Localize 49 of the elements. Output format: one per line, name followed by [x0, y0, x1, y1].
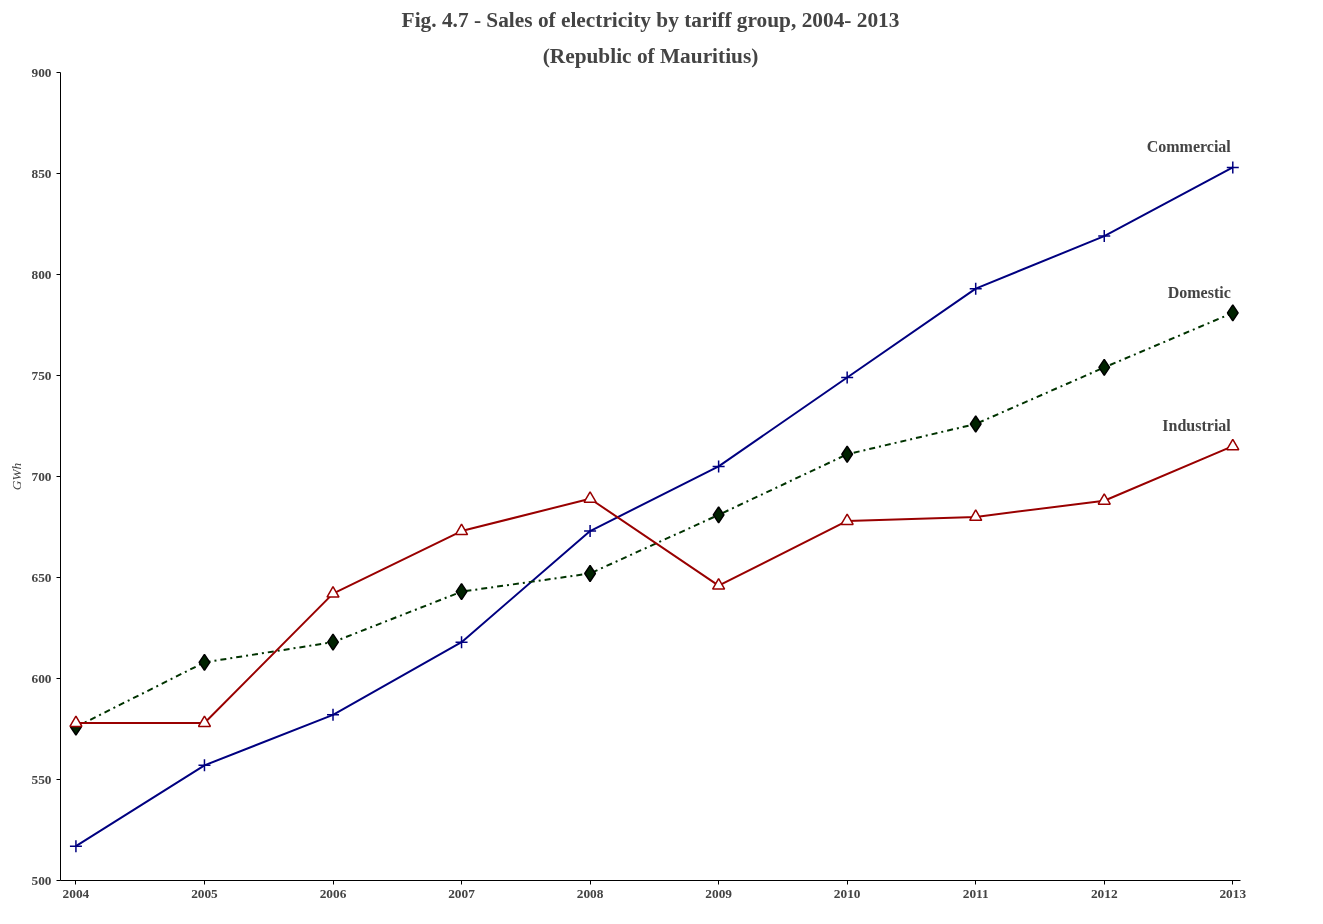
point: [1097, 493, 1111, 505]
x-tick-label: 2013: [1219, 885, 1247, 901]
y-tick-label: 700: [31, 468, 52, 484]
point: [454, 635, 469, 649]
point: [711, 577, 726, 590]
point: [69, 839, 83, 853]
x-tick-label: 2010: [833, 885, 861, 901]
point: [840, 370, 854, 385]
x-tick-label: 2007: [448, 885, 476, 901]
series-label: Domestic: [1167, 283, 1231, 301]
point: [197, 715, 212, 728]
y-tick-label: 650: [31, 569, 52, 585]
point: [1226, 438, 1240, 451]
x-tick-label: 2004: [62, 885, 90, 901]
point: [1097, 229, 1111, 243]
y-tick-label: 600: [31, 670, 52, 686]
point: [197, 758, 212, 773]
y-tick-label: 850: [31, 165, 52, 181]
y-axis-title: GWh: [8, 462, 24, 491]
point: [1226, 304, 1239, 322]
y-tick-label: 750: [31, 367, 52, 383]
y-tick-label: 550: [31, 771, 52, 787]
point: [326, 585, 340, 598]
x-tick-label: 2011: [962, 885, 989, 901]
point: [968, 509, 983, 522]
point: [583, 524, 597, 538]
x-tick-label: 2006: [319, 885, 347, 901]
x-tick-label: 2008: [576, 885, 604, 901]
point: [454, 523, 469, 536]
y-tick-label: 500: [31, 872, 52, 888]
point: [969, 415, 982, 433]
chart-title: Fig. 4.7 - Sales of electricity by tariff group, 2004- 2013: [401, 7, 900, 32]
point: [712, 506, 725, 524]
point: [840, 513, 854, 526]
x-tick-label: 2009: [705, 885, 733, 901]
point: [1226, 160, 1240, 175]
y-tick-label: 800: [31, 266, 52, 282]
chart-subtitle: (Republic of Mauritius): [542, 43, 759, 68]
point: [69, 715, 83, 728]
series-label: Industrial: [1162, 417, 1232, 435]
x-tick-label: 2012: [1090, 885, 1118, 901]
series-label: Commercial: [1146, 138, 1232, 156]
point: [326, 708, 340, 722]
point: [968, 281, 983, 296]
point: [711, 459, 726, 474]
x-tick-label: 2005: [191, 885, 219, 901]
point: [326, 633, 340, 651]
point: [583, 491, 597, 503]
y-tick-label: 900: [31, 64, 52, 80]
